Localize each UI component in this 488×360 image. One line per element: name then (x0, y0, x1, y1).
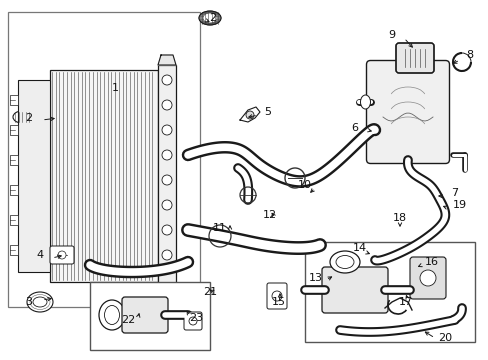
Ellipse shape (360, 95, 370, 109)
Circle shape (162, 225, 172, 235)
Text: 22: 22 (121, 315, 135, 325)
Bar (10, 185, 18, 195)
Circle shape (162, 100, 172, 110)
Bar (8, 12, 200, 307)
Text: 13: 13 (308, 273, 323, 283)
Text: 18: 18 (392, 213, 406, 223)
FancyBboxPatch shape (122, 297, 168, 333)
Text: 2: 2 (25, 113, 33, 123)
Text: 4: 4 (37, 250, 43, 260)
Bar (10, 245, 18, 255)
Ellipse shape (33, 297, 47, 307)
Ellipse shape (99, 300, 125, 330)
Bar (10, 155, 18, 165)
FancyBboxPatch shape (266, 283, 286, 309)
Polygon shape (158, 55, 176, 65)
FancyBboxPatch shape (321, 267, 387, 313)
Circle shape (162, 125, 172, 135)
Ellipse shape (203, 13, 217, 23)
Bar (18, 80, 50, 272)
Text: 17: 17 (398, 297, 412, 307)
Text: 1: 1 (111, 83, 118, 93)
FancyBboxPatch shape (183, 312, 202, 330)
Circle shape (162, 150, 172, 160)
Circle shape (162, 175, 172, 185)
Text: 3: 3 (25, 297, 32, 307)
Circle shape (419, 270, 435, 286)
Text: 23: 23 (188, 313, 203, 323)
Text: 5: 5 (264, 107, 271, 117)
Circle shape (162, 75, 172, 85)
FancyBboxPatch shape (409, 257, 445, 299)
Text: 9: 9 (387, 30, 395, 40)
Circle shape (245, 111, 253, 119)
Text: 7: 7 (450, 188, 458, 198)
FancyBboxPatch shape (395, 43, 433, 73)
Ellipse shape (13, 111, 31, 123)
Circle shape (58, 251, 66, 259)
Bar (90, 282, 209, 350)
Text: 21: 21 (203, 287, 217, 297)
Ellipse shape (335, 256, 353, 269)
Text: 6: 6 (351, 123, 358, 133)
Text: 19: 19 (452, 200, 466, 210)
Text: 14: 14 (352, 243, 366, 253)
Bar (50, 70, 158, 282)
Ellipse shape (329, 251, 359, 273)
Text: 20: 20 (437, 333, 451, 343)
Bar (10, 215, 18, 225)
Bar (10, 95, 18, 105)
Ellipse shape (200, 12, 220, 24)
Bar (305, 242, 474, 342)
Bar (10, 125, 18, 135)
Ellipse shape (199, 11, 221, 25)
Circle shape (271, 291, 282, 301)
Text: 12: 12 (263, 210, 277, 220)
Text: 8: 8 (466, 50, 472, 60)
Text: 16: 16 (424, 257, 438, 267)
Ellipse shape (202, 13, 218, 23)
Circle shape (189, 317, 197, 325)
Text: 11: 11 (213, 223, 226, 233)
Bar (404, 46, 424, 67)
Text: 2: 2 (209, 13, 216, 23)
FancyBboxPatch shape (50, 246, 74, 264)
Circle shape (162, 200, 172, 210)
Ellipse shape (27, 292, 53, 312)
Ellipse shape (201, 12, 219, 24)
Text: 15: 15 (271, 297, 285, 307)
Ellipse shape (104, 306, 119, 324)
FancyBboxPatch shape (366, 60, 448, 163)
Circle shape (162, 250, 172, 260)
Bar (158, 65, 176, 287)
Text: 10: 10 (297, 180, 311, 190)
Polygon shape (240, 107, 260, 122)
